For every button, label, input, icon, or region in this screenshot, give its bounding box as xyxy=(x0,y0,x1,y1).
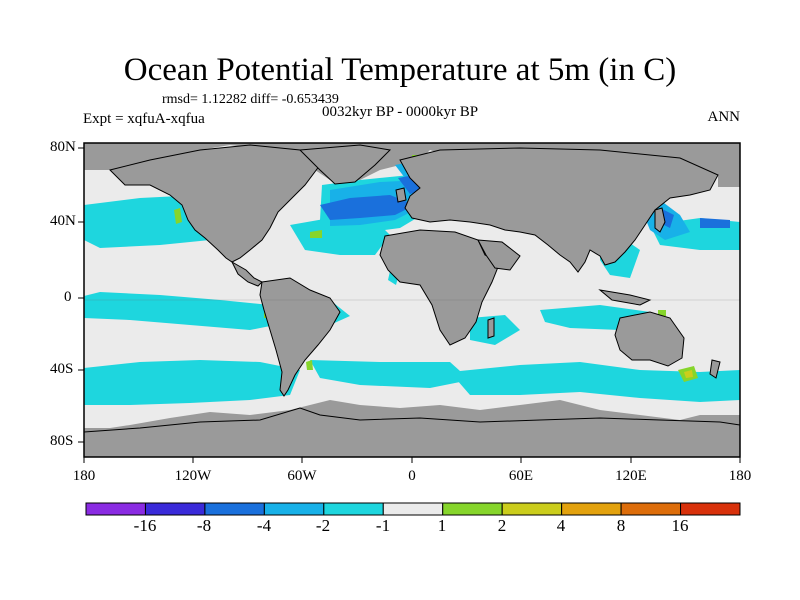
colorbar-label: 8 xyxy=(616,516,626,535)
australia xyxy=(614,311,685,367)
colorbar-label: -16 xyxy=(133,516,157,535)
colorbar-swatch xyxy=(204,502,265,516)
colorbar-label: -1 xyxy=(375,516,391,535)
map-title: Ocean Potential Temperature at 5m (in C) xyxy=(123,52,677,88)
lat-label-80n: 80N xyxy=(50,139,76,155)
colorbar-swatch xyxy=(323,502,384,516)
lon-label-180w: 180 xyxy=(72,468,96,484)
lon-label-0: 0 xyxy=(408,468,416,484)
arctic-mask xyxy=(84,143,740,187)
experiment-label: Expt = xqfuA-xqfua xyxy=(83,111,205,127)
lon-label-120e: 120E xyxy=(615,468,647,484)
japan xyxy=(654,207,666,233)
colorbar-swatch xyxy=(442,502,503,516)
colorbar-label: -2 xyxy=(315,516,331,535)
south-america xyxy=(259,277,341,397)
map-body xyxy=(84,143,740,457)
stats-label: rmsd= 1.12282 diff= -0.653439 xyxy=(162,92,339,107)
lon-label-60w: 60W xyxy=(287,468,317,484)
new-zealand xyxy=(709,359,721,379)
continents xyxy=(84,144,740,457)
antarctica xyxy=(84,407,740,457)
colorbar-label: -4 xyxy=(256,516,272,535)
colorbar-swatch xyxy=(382,502,444,516)
colorbar xyxy=(85,502,741,516)
colorbar-swatch xyxy=(144,502,206,516)
colorbar-swatch xyxy=(680,502,741,516)
lon-label-120w: 120W xyxy=(174,468,212,484)
lat-label-40n: 40N xyxy=(50,213,76,229)
indonesia xyxy=(598,289,652,306)
colorbar-label: 16 xyxy=(671,516,689,535)
north-america xyxy=(109,144,321,263)
colorbar-swatch xyxy=(501,502,563,516)
colorbar-swatch xyxy=(620,502,682,516)
colorbar-swatch xyxy=(85,502,146,516)
colorbar-swatch xyxy=(561,502,622,516)
lon-label-60e: 60E xyxy=(508,468,534,484)
africa xyxy=(379,229,501,346)
season-label: ANN xyxy=(707,109,741,125)
colorbar-swatch xyxy=(263,502,325,516)
central-america xyxy=(230,260,263,287)
greenland xyxy=(298,144,392,185)
madagascar xyxy=(487,317,495,339)
period-label: 0032kyr BP - 0000kyr BP xyxy=(322,104,479,120)
lat-label-80s: 80S xyxy=(50,433,74,449)
colorbar-label: 4 xyxy=(556,516,566,535)
colorbar-label: -8 xyxy=(196,516,212,535)
lat-label-40s: 40S xyxy=(50,361,74,377)
colorbar-label: 1 xyxy=(437,516,447,535)
arabia xyxy=(477,239,521,271)
lat-label-0: 0 xyxy=(64,289,72,305)
lon-label-180e: 180 xyxy=(728,468,752,484)
uk xyxy=(395,187,407,203)
axis-ticks xyxy=(78,147,741,463)
eurasia xyxy=(399,147,719,273)
colorbar-label: 2 xyxy=(497,516,507,535)
